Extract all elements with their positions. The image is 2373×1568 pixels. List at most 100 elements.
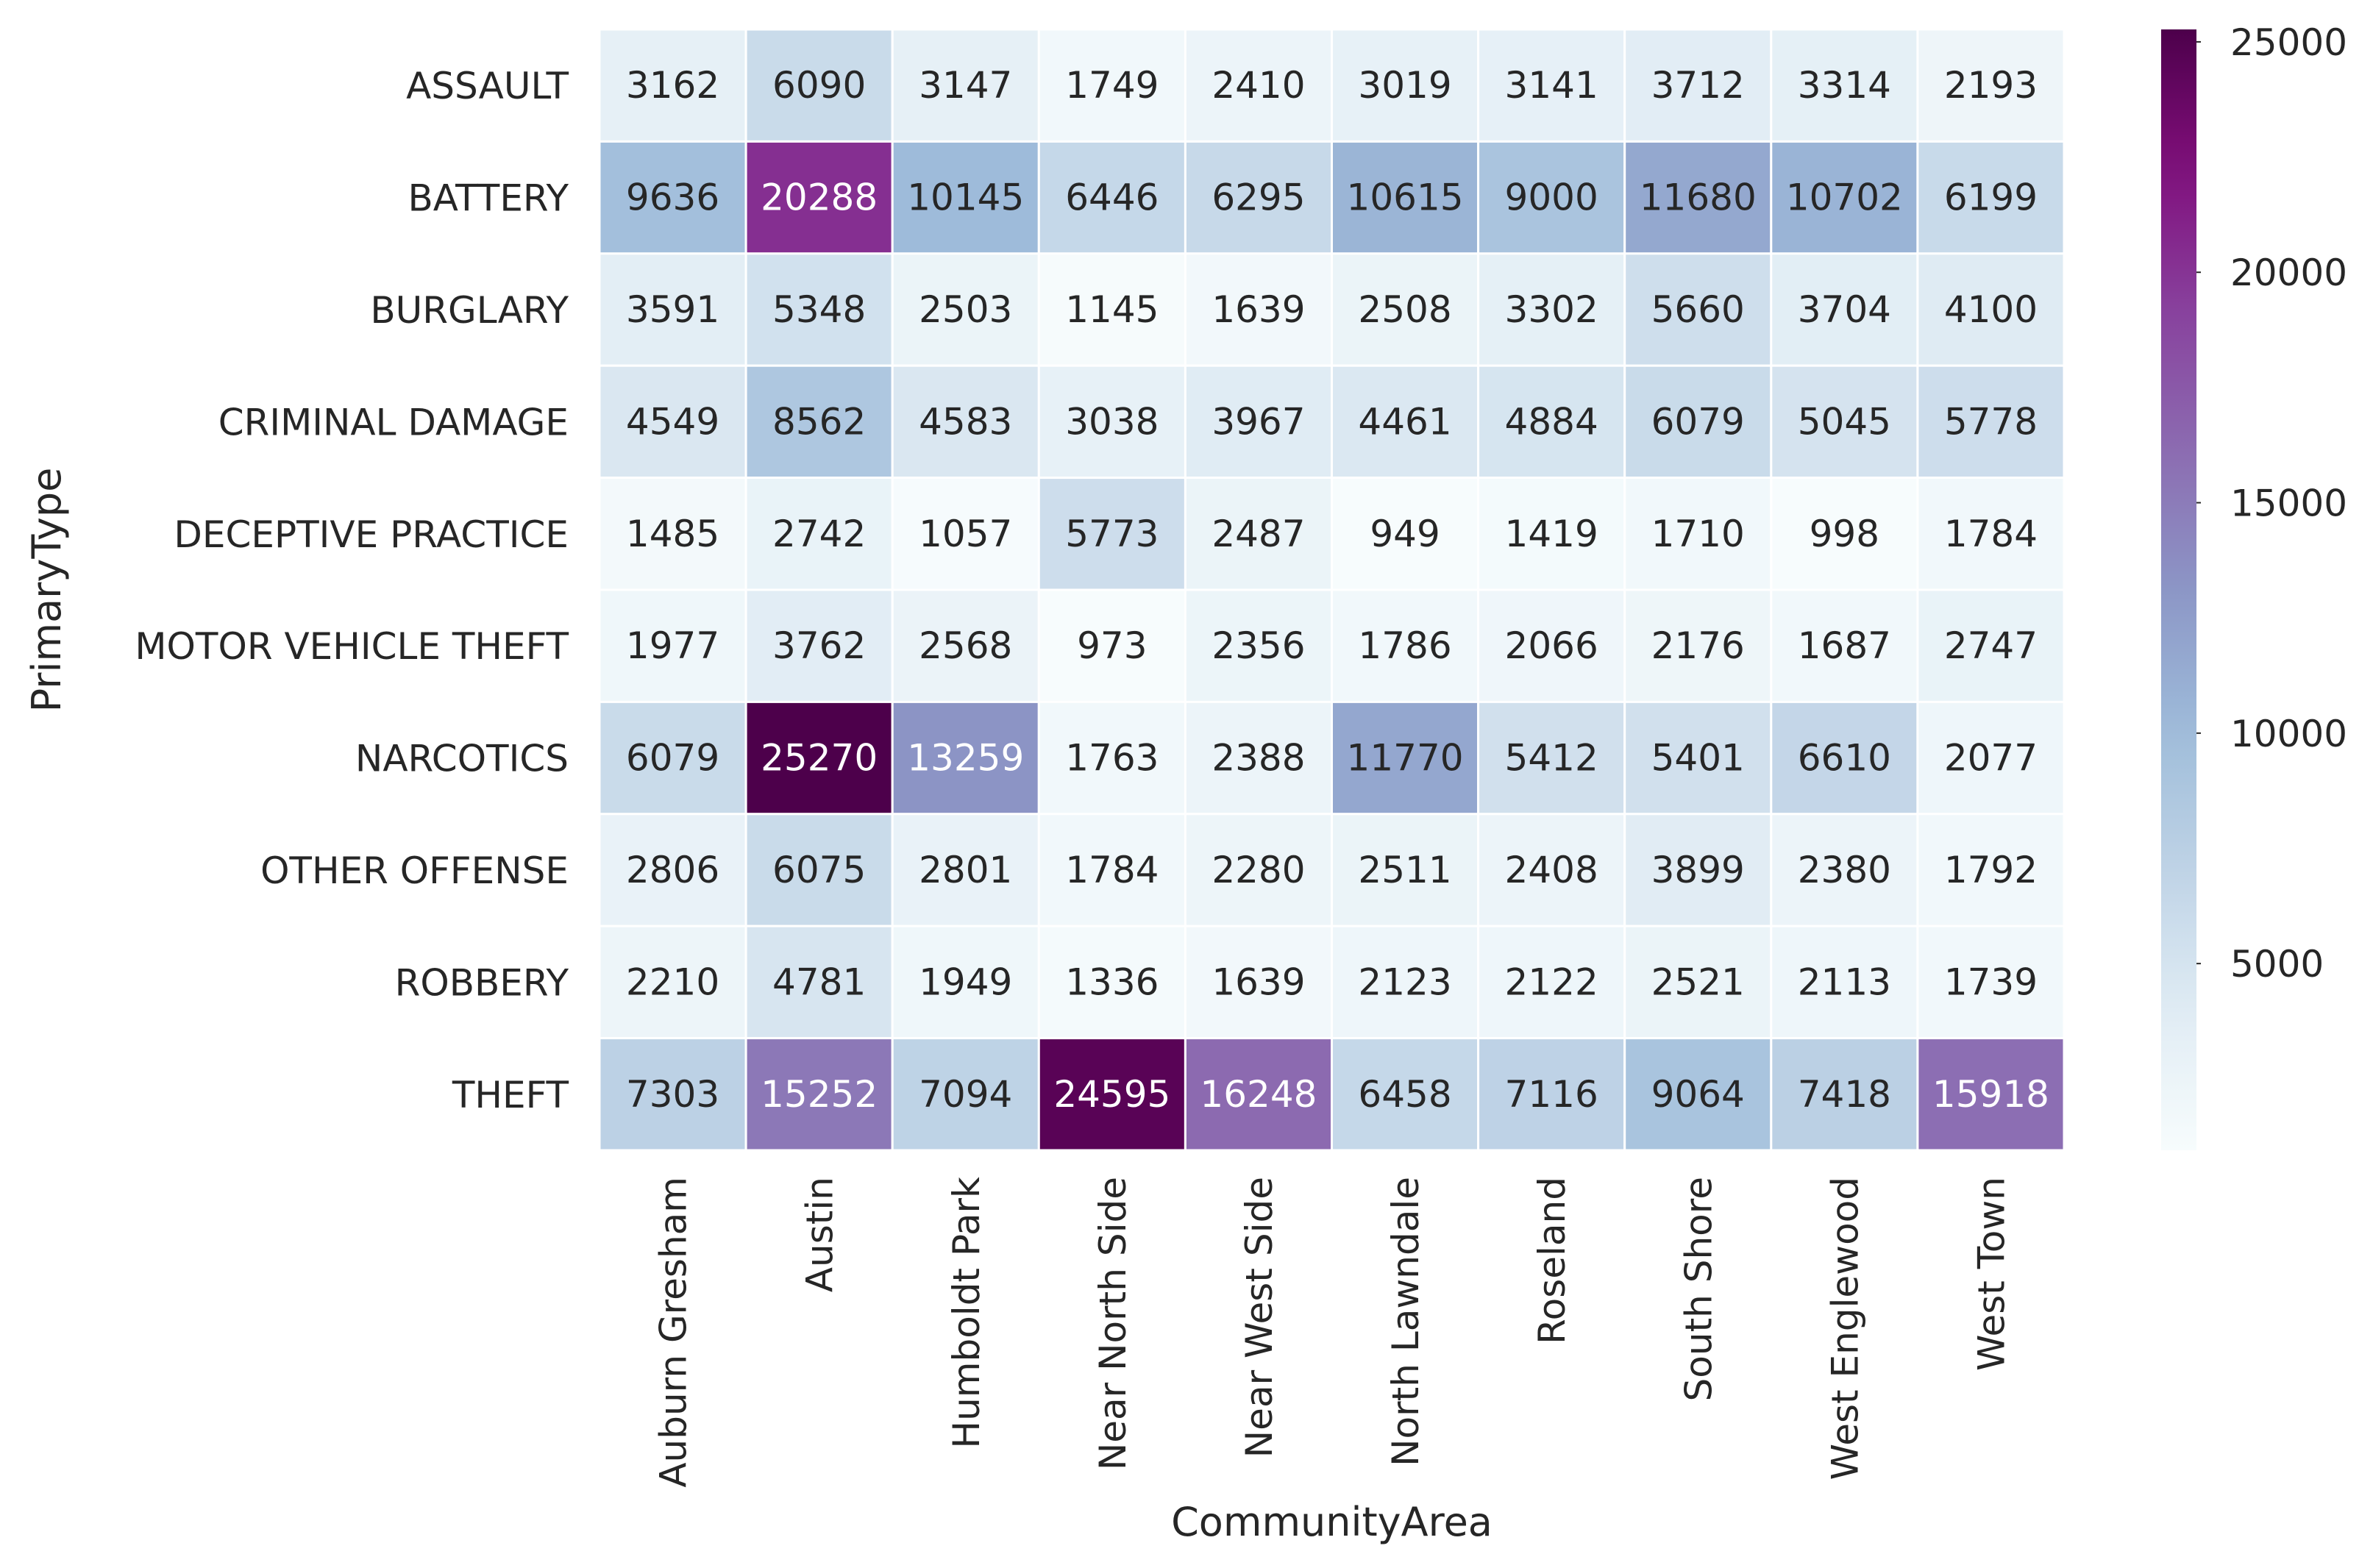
cell-value-label: 5348 <box>772 288 866 331</box>
heatmap-cell <box>1916 140 2066 255</box>
cell-value-label: 2508 <box>1358 288 1451 331</box>
cell-value-label: 10702 <box>1786 177 1903 219</box>
cell-value-label: 6199 <box>1944 177 2038 219</box>
heatmap-cell <box>1184 1037 1334 1152</box>
cell-value-label: 3591 <box>626 288 719 331</box>
colorbar-tick-label: 20000 <box>2230 252 2347 294</box>
heatmap-cell <box>1184 924 1334 1040</box>
cell-value-label: 2503 <box>919 288 1012 331</box>
heatmap-cell <box>1916 924 2066 1040</box>
cell-value-label: 9000 <box>1505 177 1598 219</box>
cell-value-label: 2521 <box>1651 961 1745 1003</box>
heatmap-cell <box>1477 924 1626 1040</box>
heatmap-cell <box>891 477 1040 591</box>
y-tick-label: BURGLARY <box>370 289 569 332</box>
heatmap-cell <box>1331 588 1480 703</box>
cell-value-label: 11770 <box>1347 737 1464 780</box>
cell-value-label: 2123 <box>1358 961 1451 1003</box>
cell-value-label: 2410 <box>1212 64 1305 107</box>
cell-value-label: 6090 <box>772 64 866 107</box>
heatmap-cell <box>744 813 894 927</box>
x-tick-label: Near North Side <box>1092 1177 1134 1470</box>
cell-value-label: 2487 <box>1212 513 1305 555</box>
y-tick-label: MOTOR VEHICLE THEFT <box>135 625 569 668</box>
heatmap-cell <box>1477 140 1626 255</box>
heatmap-cell <box>891 28 1040 143</box>
heatmap-cell <box>1916 700 2066 816</box>
heatmap-cell <box>1623 1037 1773 1152</box>
heatmap-cell <box>1331 140 1480 255</box>
heatmap-cell <box>744 924 894 1040</box>
heatmap-cell <box>598 364 747 480</box>
cell-value-label: 1710 <box>1651 513 1745 555</box>
heatmap-cell <box>1770 252 1919 367</box>
heatmap-cell <box>1331 813 1480 927</box>
cell-value-label: 3141 <box>1505 64 1598 107</box>
y-tick-label: ROBBERY <box>395 961 569 1004</box>
cell-value-label: 6079 <box>1651 400 1745 443</box>
cell-value-label: 1784 <box>1944 513 2038 555</box>
heatmap-cell <box>1184 813 1334 927</box>
heatmap-cell <box>598 700 747 816</box>
cell-value-label: 3038 <box>1065 400 1159 443</box>
cell-value-label: 2066 <box>1505 624 1598 667</box>
cell-value-label: 10145 <box>907 177 1024 219</box>
heatmap-cell <box>1331 1037 1480 1152</box>
y-tick-label: CRIMINAL DAMAGE <box>218 401 569 443</box>
colorbar-tick-label: 15000 <box>2230 482 2347 525</box>
heatmap-cell <box>1623 924 1773 1040</box>
cell-value-label: 3967 <box>1212 400 1305 443</box>
heatmap-cell <box>598 1037 747 1152</box>
cell-value-label: 1749 <box>1065 64 1159 107</box>
cell-value-label: 11680 <box>1640 177 1757 219</box>
heatmap-cell <box>1184 252 1334 367</box>
x-tick-label: West Town <box>1970 1177 2013 1371</box>
cell-value-label: 2388 <box>1212 737 1305 780</box>
x-tick-label: Near West Side <box>1238 1177 1281 1458</box>
x-tick-label: North Lawndale <box>1384 1177 1427 1467</box>
cell-value-label: 15918 <box>1932 1073 2049 1116</box>
heatmap-cell <box>744 477 894 591</box>
heatmap-cell <box>598 924 747 1040</box>
cell-value-label: 2742 <box>772 513 866 555</box>
heatmap-cell <box>891 813 1040 927</box>
x-axis-label: CommunityArea <box>1171 1499 1493 1545</box>
heatmap-cell <box>1184 588 1334 703</box>
heatmap-cell <box>1916 813 2066 927</box>
heatmap-cell <box>1916 252 2066 367</box>
heatmap-cell <box>1477 364 1626 480</box>
heatmap-cell <box>1037 813 1186 927</box>
heatmap-cell <box>744 140 894 255</box>
heatmap-cell <box>1916 364 2066 480</box>
heatmap-cell <box>1477 252 1626 367</box>
cell-value-label: 2122 <box>1505 961 1598 1003</box>
cell-value-label: 1145 <box>1065 288 1159 331</box>
heatmap-cell <box>1331 700 1480 816</box>
x-tick-label: South Shore <box>1677 1177 1720 1401</box>
y-tick-label: BATTERY <box>408 177 569 220</box>
y-tick-label: NARCOTICS <box>355 738 569 780</box>
cell-value-label: 13259 <box>907 737 1024 780</box>
heatmap-cell <box>1037 700 1186 816</box>
cell-value-label: 5045 <box>1798 400 1891 443</box>
cell-value-label: 3899 <box>1651 849 1745 891</box>
heatmap-cell <box>1477 477 1626 591</box>
heatmap-cell <box>598 252 747 367</box>
cell-value-label: 2806 <box>626 849 719 891</box>
cell-value-label: 16248 <box>1200 1073 1317 1116</box>
cell-value-label: 6446 <box>1065 177 1159 219</box>
heatmap-cell <box>1770 924 1919 1040</box>
heatmap-cell <box>1037 1037 1186 1152</box>
cell-value-label: 15252 <box>761 1073 878 1116</box>
heatmap-cell <box>1331 364 1480 480</box>
y-tick-label: OTHER OFFENSE <box>260 849 569 892</box>
cell-value-label: 25270 <box>761 737 878 780</box>
heatmap-cell <box>1770 700 1919 816</box>
heatmap-cell <box>891 252 1040 367</box>
cell-value-label: 2113 <box>1798 961 1891 1003</box>
heatmap-cell <box>1770 588 1919 703</box>
cell-value-label: 20288 <box>761 177 878 219</box>
y-axis-label: PrimaryType <box>24 468 70 713</box>
cell-value-label: 4549 <box>626 400 719 443</box>
